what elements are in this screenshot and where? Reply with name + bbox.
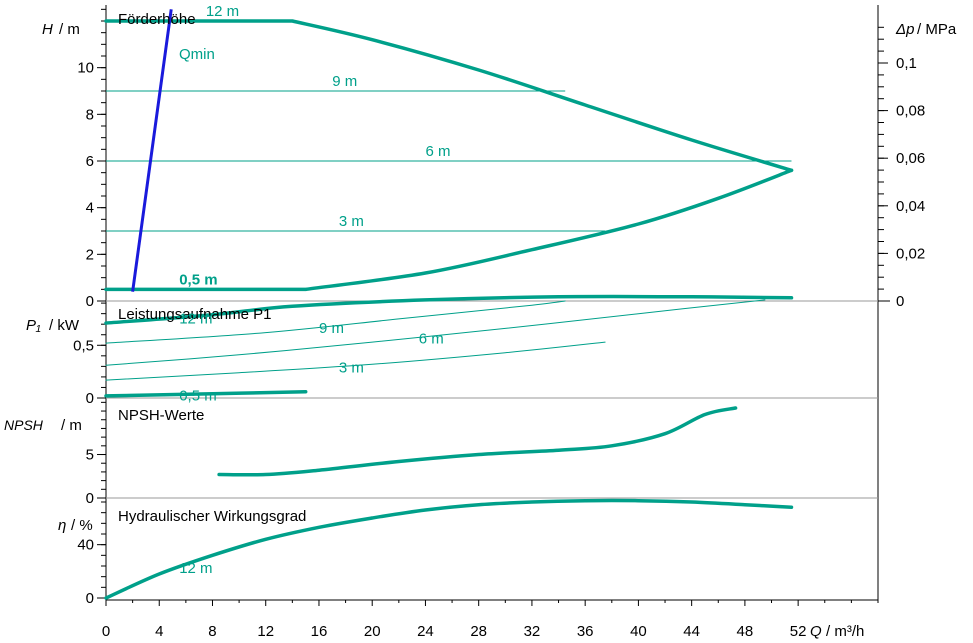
efficiency-curve-label: 12 m xyxy=(179,560,212,577)
label-layer: Förderhöhe Leistungsaufnahme P1 NPSH-Wer… xyxy=(4,3,957,640)
head-level-label: 3 m xyxy=(339,213,364,230)
power-curve-label: 6 m xyxy=(419,330,444,347)
x-tick-label: 36 xyxy=(577,623,594,640)
efficiency-curve xyxy=(104,498,794,600)
y-axis-unit-head: / m xyxy=(59,21,80,38)
power-curve-label: 3 m xyxy=(339,359,364,376)
right-tick-label: 0 xyxy=(896,293,904,310)
y-axis-unit-power: / kW xyxy=(49,317,80,334)
y-tick-label: 10 xyxy=(77,60,94,77)
x-tick-label: 48 xyxy=(737,623,754,640)
right-axis-symbol: Δp xyxy=(895,21,914,38)
power-curve xyxy=(104,389,308,398)
head-level-label: 0,5 m xyxy=(179,271,217,288)
x-tick-label: 40 xyxy=(630,623,647,640)
y-tick-label: 0,5 xyxy=(73,337,94,354)
power-curve xyxy=(105,300,566,344)
curve-layer xyxy=(104,9,794,600)
x-tick-label: 32 xyxy=(524,623,541,640)
y-tick-label: 5 xyxy=(86,447,94,464)
y-tick-label: 0 xyxy=(86,590,94,607)
x-tick-label: 0 xyxy=(102,623,110,640)
right-tick-label: 0,06 xyxy=(896,150,925,167)
head-max-curve xyxy=(104,19,794,173)
x-tick-label: 44 xyxy=(683,623,700,640)
y-tick-label: 0 xyxy=(86,390,94,407)
panel-title-npsh: NPSH-Werte xyxy=(118,407,204,424)
x-tick-label: 8 xyxy=(208,623,216,640)
power-curve xyxy=(105,341,606,381)
x-axis-symbol: Q xyxy=(810,623,822,640)
right-axis-unit: / MPa xyxy=(917,21,957,38)
x-tick-label: 24 xyxy=(417,623,434,640)
y-axis-symbol-npsh: NPSH xyxy=(4,417,44,433)
y-axis-symbol-head: H xyxy=(42,21,53,38)
head-level-label: 9 m xyxy=(332,73,357,90)
x-axis-unit: / m³/h xyxy=(826,623,864,640)
y-tick-label: 2 xyxy=(86,246,94,263)
x-tick-label: 12 xyxy=(257,623,274,640)
right-tick-label: 0,1 xyxy=(896,55,917,72)
panel-title-efficiency: Hydraulischer Wirkungsgrad xyxy=(118,508,306,525)
y-axis-symbol-power: P₁ xyxy=(26,317,41,334)
qmin-line xyxy=(131,9,173,292)
y-tick-label: 4 xyxy=(86,200,94,217)
panel-grid xyxy=(106,90,792,232)
power-curve-label: 0,5 m xyxy=(179,387,217,404)
y-tick-label: 0 xyxy=(86,490,94,507)
y-axis-unit-npsh: / m xyxy=(61,417,82,434)
y-tick-label: 8 xyxy=(86,106,94,123)
head-level-label: 6 m xyxy=(425,143,450,160)
x-tick-label: 28 xyxy=(470,623,487,640)
head-min-curve xyxy=(104,168,794,292)
panel-title-power: Leistungsaufnahme P1 xyxy=(118,306,271,323)
power-curve xyxy=(105,299,766,366)
head-level-label: 12 m xyxy=(206,3,239,20)
power-curve-label: 12 m xyxy=(179,310,212,327)
power-curve xyxy=(104,294,794,325)
y-tick-label: 40 xyxy=(77,537,94,554)
power-curve-label: 9 m xyxy=(319,320,344,337)
y-tick-label: 0 xyxy=(86,293,94,310)
npsh-curve xyxy=(217,406,738,477)
x-tick-label: 16 xyxy=(311,623,328,640)
panel-title-head: Förderhöhe xyxy=(118,11,196,28)
qmin-label: Qmin xyxy=(179,46,215,63)
x-tick-label: 4 xyxy=(155,623,163,640)
right-tick-label: 0,02 xyxy=(896,245,925,262)
y-axis-unit-efficiency: / % xyxy=(71,517,93,534)
x-tick-label: 20 xyxy=(364,623,381,640)
right-tick-label: 0,04 xyxy=(896,198,925,215)
chart-frame xyxy=(97,5,890,606)
right-tick-label: 0,08 xyxy=(896,103,925,120)
x-tick-label: 52 xyxy=(790,623,807,640)
y-axis-symbol-efficiency: η xyxy=(58,517,66,534)
y-tick-label: 6 xyxy=(86,153,94,170)
